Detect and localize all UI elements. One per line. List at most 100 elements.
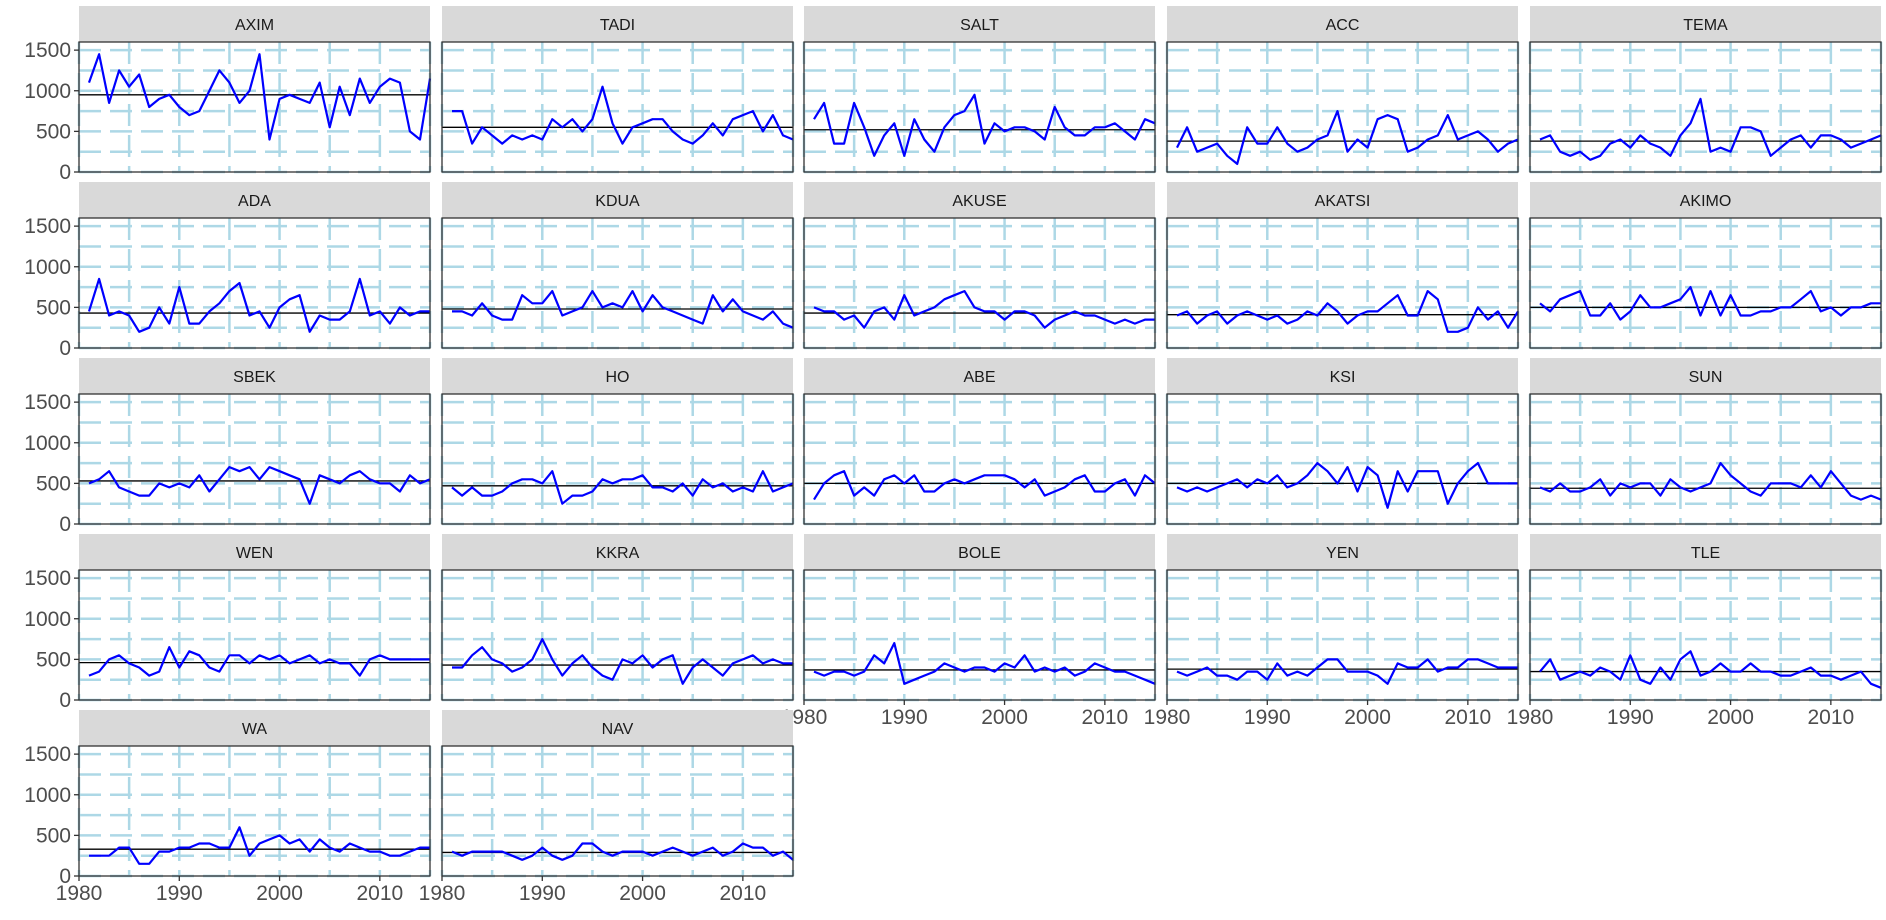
- x-tick-label: 2010: [1444, 706, 1491, 729]
- series-line: [813, 641, 1156, 685]
- series-line: [1176, 290, 1519, 333]
- x-tick-label: 2000: [1707, 706, 1754, 729]
- facet-title: HO: [606, 369, 630, 386]
- facet-wa: WA 0 500 1000 1500 1980 1990 2000 2010: [24, 710, 432, 905]
- facet-strip: [442, 6, 793, 42]
- panel-background: [804, 42, 1155, 172]
- facet-strip: [79, 710, 430, 746]
- facet-axim: AXIM 0 500 1000 1500: [24, 6, 432, 184]
- x-tick-label: 1990: [1607, 706, 1654, 729]
- panel-border: [1529, 569, 1882, 701]
- facet-kdua: KDUA: [440, 182, 795, 350]
- facet-akatsi: AKATSI: [1165, 182, 1520, 350]
- panel-background: [79, 218, 430, 348]
- y-tick-label: 1500: [24, 215, 71, 238]
- y-tick-label: 500: [36, 472, 71, 495]
- panel-background: [442, 394, 793, 524]
- facet-strip: [1167, 6, 1518, 42]
- x-tick-label: 1980: [419, 882, 466, 905]
- series-line: [89, 826, 430, 865]
- series-line: [1539, 286, 1881, 321]
- series-line: [1539, 650, 1882, 689]
- facet-acc: ACC: [1165, 6, 1520, 174]
- panel-background: [79, 746, 430, 876]
- facet-title: TEMA: [1683, 17, 1728, 34]
- panel-background: [1167, 570, 1518, 700]
- panel-border: [441, 217, 794, 349]
- facet-strip: [1530, 534, 1881, 570]
- series-line: [1176, 462, 1518, 509]
- facet-title: SUN: [1689, 369, 1723, 386]
- facet-akimo: AKIMO: [1528, 182, 1883, 350]
- series-line: [813, 93, 1156, 157]
- series-line: [87, 277, 430, 333]
- facet-strip: [79, 358, 430, 394]
- x-tick-label: 1980: [1144, 706, 1191, 729]
- facet-strip: [79, 534, 430, 570]
- facet-title: KDUA: [595, 193, 640, 210]
- facet-title: AKIMO: [1680, 193, 1732, 210]
- facet-title: WEN: [236, 545, 273, 562]
- facet-tadi: TADI: [440, 6, 795, 174]
- series-line: [452, 637, 793, 685]
- y-tick-label: 0: [59, 161, 71, 184]
- panel-border: [1529, 393, 1882, 525]
- facet-title: AKATSI: [1315, 193, 1371, 210]
- x-tick-label: 2000: [256, 882, 303, 905]
- panel-border: [441, 393, 794, 525]
- y-tick-label: 1500: [24, 39, 71, 62]
- facet-ada: ADA 0 500 1000 1500: [24, 182, 432, 360]
- facet-ksi: KSI: [1165, 358, 1520, 526]
- panel-border: [803, 217, 1156, 349]
- facet-title: TADI: [600, 17, 635, 34]
- panel-background: [1530, 42, 1881, 172]
- series-line: [451, 842, 794, 861]
- series-line: [88, 466, 431, 505]
- panel-border: [1529, 217, 1882, 349]
- facet-strip: [1167, 358, 1518, 394]
- facet-strip: [1530, 6, 1881, 42]
- facet-title: AKUSE: [952, 193, 1006, 210]
- y-tick-label: 0: [59, 689, 71, 712]
- y-tick-label: 1500: [24, 743, 71, 766]
- series-line: [452, 85, 794, 145]
- y-tick-label: 1000: [24, 256, 71, 279]
- facet-title: SALT: [960, 17, 999, 34]
- series-line: [813, 470, 1156, 501]
- panel-border: [78, 217, 431, 349]
- y-tick-label: 0: [59, 865, 71, 888]
- series-line: [1539, 462, 1882, 501]
- y-tick-label: 0: [59, 337, 71, 360]
- y-tick-label: 500: [36, 120, 71, 143]
- panel-border: [441, 745, 794, 877]
- panel-border: [441, 41, 794, 173]
- facet-akuse: AKUSE: [802, 182, 1157, 350]
- facet-strip: [804, 358, 1155, 394]
- facet-wen: WEN 0 500 1000 1500: [24, 534, 432, 712]
- x-tick-label: 2010: [1081, 706, 1128, 729]
- panel-background: [1530, 570, 1881, 700]
- panel-border: [1529, 41, 1882, 173]
- x-tick-label: 1990: [881, 706, 928, 729]
- x-tick-label: 2000: [619, 882, 666, 905]
- panel-border: [78, 393, 431, 525]
- facet-sbek: SBEK 0 500 1000 1500: [24, 358, 432, 536]
- facet-title: SBEK: [233, 369, 276, 386]
- y-tick-label: 1500: [24, 567, 71, 590]
- panel-background: [804, 570, 1155, 700]
- facet-title: KSI: [1330, 369, 1356, 386]
- facet-strip: [804, 534, 1155, 570]
- facet-title: YEN: [1326, 545, 1359, 562]
- facet-strip: [442, 710, 793, 746]
- facet-strip: [1530, 358, 1881, 394]
- series-line: [451, 470, 794, 505]
- facet-title: AXIM: [235, 17, 274, 34]
- facet-strip: [1167, 182, 1518, 218]
- series-line: [1539, 97, 1882, 161]
- facet-strip: [442, 534, 793, 570]
- facet-title: ACC: [1326, 17, 1360, 34]
- facet-title: TLE: [1691, 545, 1720, 562]
- facet-title: ADA: [238, 193, 271, 210]
- panel-border: [1166, 41, 1519, 173]
